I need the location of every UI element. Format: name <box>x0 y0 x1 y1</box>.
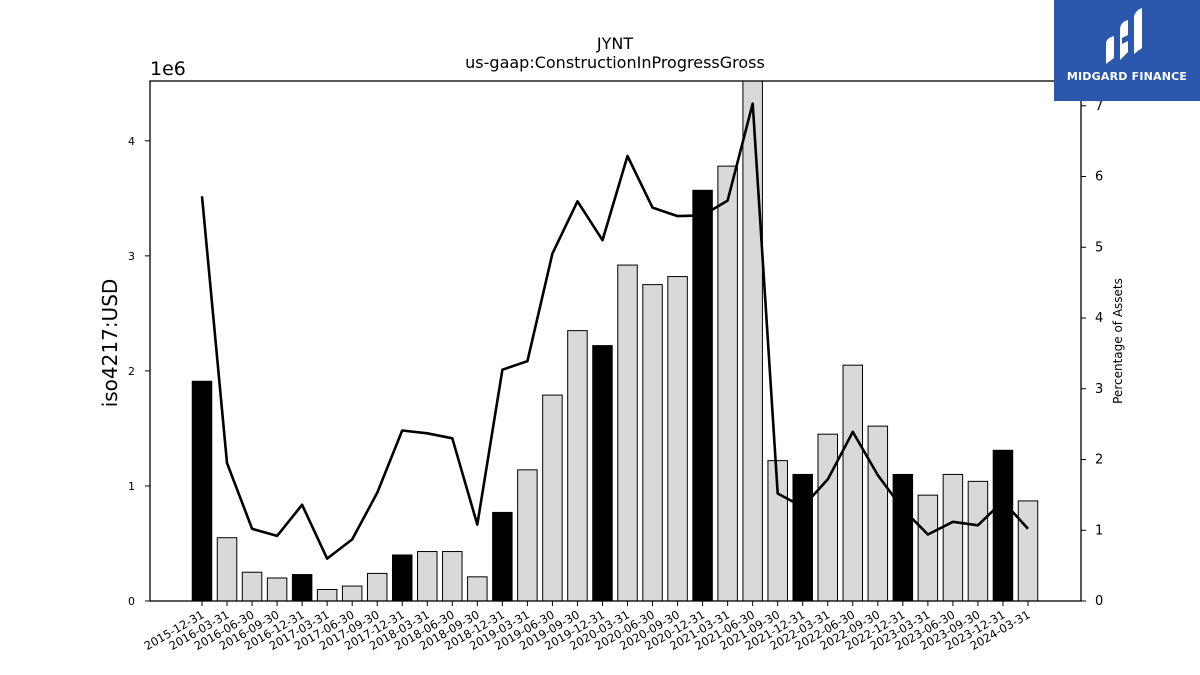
bar-2023-09-30 <box>967 480 989 602</box>
bar-2023-06-30 <box>942 473 964 602</box>
bar-2016-12-31 <box>291 574 313 602</box>
bar-2023-12-31 <box>992 449 1014 602</box>
logo: MIDGARD FINANCE <box>1054 0 1200 101</box>
bar-2024-03-31 <box>1017 500 1039 602</box>
bar-2020-12-31 <box>692 189 713 602</box>
y-right-tick-label: 4 <box>1095 311 1103 326</box>
y-tick-label: 4 <box>128 135 135 148</box>
bar-2019-03-31 <box>517 469 538 602</box>
y-right-tick-label: 2 <box>1095 453 1103 468</box>
bar-2019-09-30 <box>567 330 588 602</box>
y-right-tick-label: 5 <box>1095 240 1103 255</box>
bar-2022-03-31 <box>817 433 838 602</box>
bar-2021-06-30 <box>742 80 763 602</box>
bar-2021-12-31 <box>792 473 813 602</box>
bar-2019-12-31 <box>592 345 613 602</box>
y-axis-right-label: Percentage of Assets <box>1111 278 1125 404</box>
bar-2022-09-30 <box>867 425 889 602</box>
bar-2022-12-31 <box>892 473 914 602</box>
y-tick-label: 3 <box>128 250 135 263</box>
bar-2016-09-30 <box>266 577 288 602</box>
y-right-tick-label: 1 <box>1095 523 1103 538</box>
y-right-tick-label: 7 <box>1095 99 1103 114</box>
line-group <box>200 102 1029 560</box>
logo-text: MIDGARD FINANCE <box>1066 70 1188 83</box>
bar-2019-06-30 <box>542 394 563 602</box>
bar-2018-12-31 <box>492 511 513 602</box>
bar-2021-03-31 <box>717 165 738 602</box>
bar-2018-09-30 <box>467 576 488 602</box>
bars-group <box>191 80 1039 602</box>
chart-title: JYNT <box>596 34 633 53</box>
bar-2020-06-30 <box>642 284 663 602</box>
bar-2017-06-30 <box>341 585 363 602</box>
y-tick-label: 1 <box>128 480 135 493</box>
y-axis-label: iso4217:USD <box>98 279 122 408</box>
bar-2023-03-31 <box>917 494 939 602</box>
bar-2020-09-30 <box>667 276 688 602</box>
bar-2020-03-31 <box>617 264 638 602</box>
y-tick-label: 0 <box>128 595 135 608</box>
logo-mark-icon <box>1106 8 1142 64</box>
plot-frame <box>149 80 1082 602</box>
bar-2015-12-31 <box>191 380 213 602</box>
y-right-tick-label: 3 <box>1095 382 1103 397</box>
bar-2016-03-31 <box>216 537 238 602</box>
y-right-tick-label: 0 <box>1095 594 1103 609</box>
y-scale-note: 1e6 <box>150 58 186 80</box>
bar-2016-06-30 <box>241 571 263 602</box>
y-right-tick-label: 6 <box>1095 170 1103 185</box>
bar-2018-03-31 <box>417 551 438 602</box>
bar-2017-09-30 <box>366 572 388 602</box>
bar-2018-06-30 <box>442 551 463 602</box>
percentage-line <box>200 102 1029 560</box>
bar-2022-06-30 <box>842 364 864 602</box>
bar-2017-12-31 <box>391 554 413 602</box>
y-tick-label: 2 <box>128 365 135 378</box>
chart-subtitle: us-gaap:ConstructionInProgressGross <box>465 53 765 72</box>
bar-2017-03-31 <box>316 588 338 602</box>
axes-group: 01234012345672015-12-312016-03-312016-06… <box>128 80 1103 653</box>
